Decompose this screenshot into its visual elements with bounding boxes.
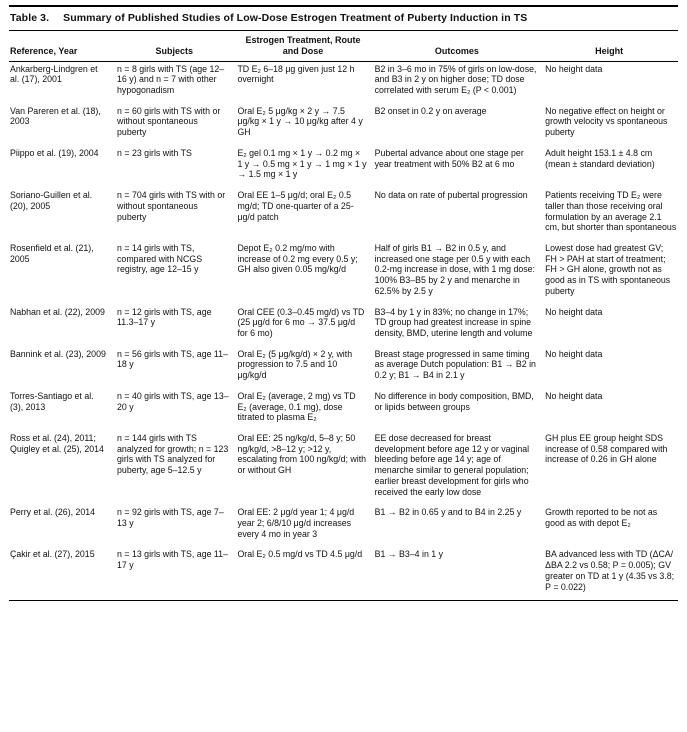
reference-cell: Rosenfield et al. (21), 2005: [10, 242, 94, 264]
subjects-cell: n = 144 girls with TS analyzed for growt…: [117, 433, 229, 476]
treatment-cell: TD E₂ 6–18 μg given just 12 h overnight: [237, 63, 355, 85]
table-row: Perry et al. (26), 2014 n = 92 girls wit…: [9, 505, 678, 547]
subjects-cell: n = 60 girls with TS with or without spo…: [117, 105, 221, 138]
treatment-cell: Depot E₂ 0.2 mg/mo with increase of 0.2 …: [237, 242, 358, 275]
table-caption-label: Table 3.: [10, 12, 50, 24]
reference-cell: Bannink et al. (23), 2009: [10, 348, 106, 359]
paper-page: Table 3. Summary of Published Studies of …: [9, 5, 678, 602]
treatment-cell: E₂ gel 0.1 mg × 1 y → 0.2 mg × 1 y → 0.5…: [237, 147, 367, 180]
outcomes-cell: No difference in body composition, BMD, …: [374, 390, 534, 412]
subjects-cell: n = 8 girls with TS (age 12–16 y) and n …: [117, 63, 225, 96]
table-row: Torres-Santiago et al. (3), 2013 n = 40 …: [9, 389, 678, 431]
subjects-cell: n = 40 girls with TS, age 13–20 y: [117, 390, 229, 412]
subjects-cell: n = 14 girls with TS, compared with NCGS…: [117, 242, 203, 275]
reference-cell: Nabhan et al. (22), 2009: [10, 306, 105, 317]
outcomes-cell: B3–4 by 1 y in 83%; no change in 17%; TD…: [374, 306, 533, 338]
subjects-cell: n = 23 girls with TS: [117, 147, 192, 158]
table-caption: Table 3. Summary of Published Studies of …: [9, 7, 678, 30]
column-header-treatment: Estrogen Treatment, Route and Dose: [236, 30, 374, 62]
table-row: Ankarberg-Lindgren et al. (17), 2001 n =…: [9, 61, 678, 104]
outcomes-cell: B2 in 3–6 mo in 75% of girls on low-dose…: [374, 63, 537, 96]
outcomes-cell: No data on rate of pubertal progression: [374, 190, 528, 201]
height-cell: No height data: [545, 306, 603, 317]
treatment-cell: Oral EE: 2 μg/d year 1; 4 μg/d year 2; 6…: [237, 507, 355, 539]
table-row: Piippo et al. (19), 2004 n = 23 girls wi…: [9, 146, 678, 188]
table-row: Rosenfield et al. (21), 2005 n = 14 girl…: [9, 241, 678, 305]
study-summary-table-block: Table 3. Summary of Published Studies of …: [9, 5, 678, 602]
reference-cell: Ross et al. (24), 2011; Quigley et al. (…: [10, 433, 104, 454]
height-cell: No negative effect on height or growth v…: [545, 105, 668, 138]
height-cell: BA advanced less with TD (ΔCA/ΔBA 2.2 vs…: [545, 549, 675, 592]
study-summary-table: Reference, Year Subjects Estrogen Treatm…: [9, 30, 678, 602]
treatment-cell: Oral EE: 25 ng/kg/d, 5–8 y; 50 ng/kg/d, …: [237, 433, 367, 476]
treatment-cell: Oral E₂ 0.5 mg/d vs TD 4.5 μg/d: [237, 549, 363, 560]
reference-cell: Perry et al. (26), 2014: [10, 507, 96, 518]
column-header-height: Height: [544, 30, 678, 62]
outcomes-cell: B1 → B2 in 0.65 y and to B4 in 2.25 y: [374, 507, 522, 518]
header-row: Reference, Year Subjects Estrogen Treatm…: [9, 30, 678, 62]
table-row: Van Pareren et al. (18), 2003 n = 60 gir…: [9, 104, 678, 146]
outcomes-cell: Half of girls B1 → B2 in 0.5 y, and incr…: [374, 242, 535, 296]
reference-cell: Van Pareren et al. (18), 2003: [10, 105, 101, 127]
treatment-cell: Oral E₂ 5 μg/kg × 2 y → 7.5 μg/kg × 1 y …: [237, 105, 363, 138]
height-cell: No height data: [545, 348, 603, 359]
table-row: Ross et al. (24), 2011; Quigley et al. (…: [9, 431, 678, 505]
subjects-cell: n = 12 girls with TS, age 11.3–17 y: [117, 306, 212, 328]
column-header-outcomes: Outcomes: [373, 30, 545, 62]
table-caption-title: Summary of Published Studies of Low-Dose…: [63, 12, 528, 24]
outcomes-cell: B2 onset in 0.2 y on average: [374, 105, 487, 116]
table-row: Çakir et al. (27), 2015 n = 13 girls wit…: [9, 547, 678, 600]
column-header-reference: Reference, Year: [9, 30, 117, 62]
reference-cell: Piippo et al. (19), 2004: [10, 147, 99, 158]
subjects-cell: n = 92 girls with TS, age 7–13 y: [117, 507, 224, 529]
outcomes-cell: Breast stage progressed in same timing a…: [374, 348, 536, 381]
treatment-cell: Oral E₂ (average, 2 mg) vs TD E₂ (averag…: [237, 390, 356, 423]
outcomes-cell: B1 → B3–4 in 1 y: [374, 549, 444, 560]
height-cell: Growth reported to be not as good as wit…: [545, 507, 658, 529]
table-row: Soriano-Guillen et al. (20), 2005 n = 70…: [9, 188, 678, 241]
subjects-cell: n = 13 girls with TS, age 11–17 y: [117, 549, 228, 571]
subjects-cell: n = 56 girls with TS, age 11–18 y: [117, 348, 228, 370]
treatment-cell: Oral CEE (0.3–0.45 mg/d) vs TD (25 μg/d …: [237, 306, 365, 338]
outcomes-cell: Pubertal advance about one stage per yea…: [374, 147, 524, 169]
reference-cell: Çakir et al. (27), 2015: [10, 549, 95, 560]
height-cell: No height data: [545, 390, 603, 401]
height-cell: GH plus EE group height SDS increase of …: [545, 433, 668, 465]
height-cell: Lowest dose had greatest GV; FH > PAH at…: [545, 242, 671, 296]
outcomes-cell: EE dose decreased for breast development…: [374, 433, 530, 497]
treatment-cell: Oral E₂ (5 μg/kg/d) × 2 y, with progress…: [237, 348, 353, 381]
table-row: Nabhan et al. (22), 2009 n = 12 girls wi…: [9, 305, 678, 347]
treatment-cell: Oral EE 1–5 μg/d; oral E₂ 0.5 mg/d; TD o…: [237, 190, 354, 222]
height-cell: Patients receiving TD E₂ were taller tha…: [545, 190, 677, 233]
subjects-cell: n = 704 girls with TS with or without sp…: [117, 190, 226, 222]
height-cell: No height data: [545, 63, 603, 74]
reference-cell: Torres-Santiago et al. (3), 2013: [10, 390, 94, 412]
reference-cell: Ankarberg-Lindgren et al. (17), 2001: [10, 63, 98, 85]
height-cell: Adult height 153.1 ± 4.8 cm (mean ± stan…: [545, 147, 655, 169]
table-row: Bannink et al. (23), 2009 n = 56 girls w…: [9, 347, 678, 389]
column-header-subjects: Subjects: [116, 30, 237, 62]
reference-cell: Soriano-Guillen et al. (20), 2005: [10, 190, 93, 211]
